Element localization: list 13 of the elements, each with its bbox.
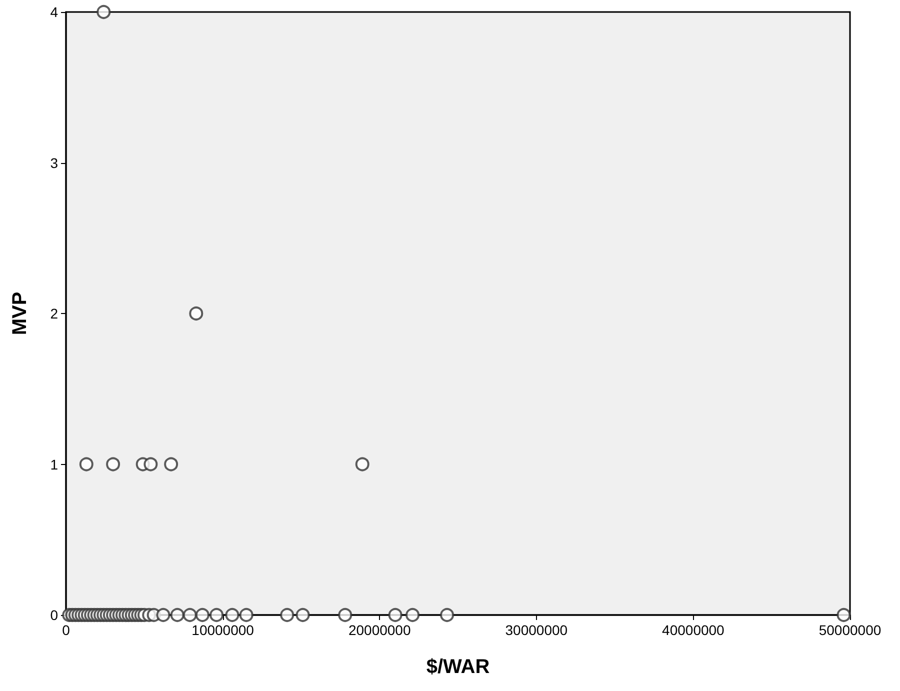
x-tick-label: 30000000 bbox=[505, 622, 568, 638]
x-axis-title: $/WAR bbox=[426, 656, 490, 678]
x-tick-label: 40000000 bbox=[662, 622, 725, 638]
y-tick-label: 4 bbox=[50, 4, 58, 20]
x-tick-label: 0 bbox=[62, 622, 70, 638]
y-tick-label: 0 bbox=[50, 607, 58, 623]
y-axis-title: MVP bbox=[9, 292, 31, 336]
y-tick-label: 3 bbox=[50, 154, 58, 171]
y-tick-label: 2 bbox=[50, 306, 58, 322]
x-tick-label: 50000000 bbox=[818, 622, 882, 638]
x-tick-label: 10000000 bbox=[192, 622, 254, 638]
x-tick-label: 20000000 bbox=[348, 622, 411, 638]
y-tick-label: 1 bbox=[50, 456, 58, 472]
